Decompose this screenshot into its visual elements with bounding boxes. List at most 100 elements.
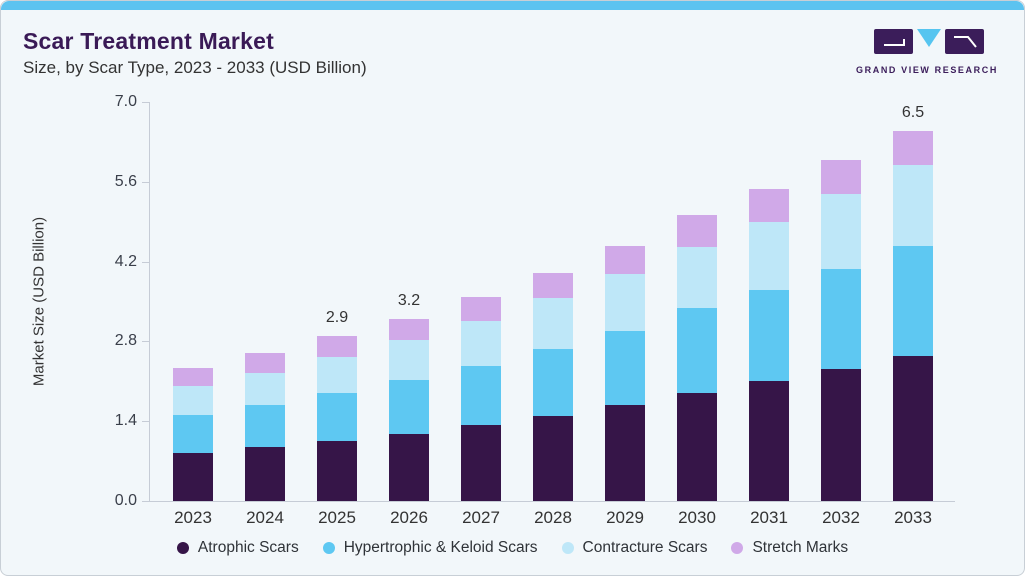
x-tick-label-2032: 2032 (822, 508, 860, 527)
segment-2031-contracture-scars (749, 221, 789, 291)
y-tick-mark-7.0 (142, 102, 149, 103)
segment-2028-contracture-scars (533, 298, 573, 350)
segment-2027-contracture-scars (461, 320, 501, 367)
y-tick-mark-0.0 (142, 501, 149, 502)
segment-2032-stretch-marks (821, 159, 861, 195)
x-axis-line (149, 501, 955, 502)
bar-2025 (317, 335, 357, 501)
segment-2026-stretch-marks (389, 318, 429, 341)
segment-2023-hypertrophic-keloid-scars (173, 414, 213, 453)
segment-2024-stretch-marks (245, 352, 285, 373)
y-tick-label-0.0: 0.0 (114, 492, 137, 509)
legend-dot-icon-contracture-scars (561, 542, 574, 554)
chart-legend: Atrophic Scars Hypertrophic & Keloid Scar… (1, 539, 1024, 557)
x-tick-label-2025: 2025 (318, 508, 356, 527)
y-tick-label-4.2: 4.2 (114, 252, 137, 270)
segment-2029-contracture-scars (605, 274, 645, 331)
total-label-2025: 2.9 (325, 308, 349, 326)
bar-2026 (389, 318, 429, 501)
legend-item-stretch-marks: Stretch Marks (731, 539, 848, 557)
bar-2027 (461, 296, 501, 501)
legend-dot-icon-atrophic-scars (176, 542, 189, 554)
bar-2033 (893, 130, 933, 501)
y-tick-mark-5.6 (142, 181, 149, 183)
x-tick-label-2023: 2023 (174, 508, 212, 527)
legend-label-hypertrophic-keloid-scars: Hypertrophic & Keloid Scars (343, 539, 538, 556)
segment-2033-atrophic-scars (893, 355, 933, 501)
segment-2029-stretch-marks (605, 246, 645, 275)
y-axis-title: Market Size (USD Billion) (30, 216, 48, 387)
segment-2023-atrophic-scars (173, 452, 213, 501)
segment-2033-contracture-scars (893, 165, 933, 246)
card-accent-bar (1, 1, 1024, 10)
bar-2030 (677, 214, 717, 501)
segment-2031-atrophic-scars (749, 381, 789, 501)
total-label-2026: 3.2 (397, 291, 421, 309)
bar-2028 (533, 273, 573, 501)
y-tick-label-2.8: 2.8 (114, 332, 137, 350)
brand-name: GRAND VIEW RESEARCH (856, 65, 998, 75)
legend-dot-icon-stretch-marks (731, 542, 744, 554)
segment-2029-hypertrophic-keloid-scars (605, 330, 645, 405)
y-tick-label-5.6: 5.6 (114, 172, 137, 190)
segment-2033-hypertrophic-keloid-scars (893, 245, 933, 356)
y-axis-line (149, 102, 150, 501)
legend-label-contracture-scars: Contracture Scars (582, 539, 708, 556)
segment-2026-contracture-scars (389, 340, 429, 380)
y-tick-label-7.0: 7.0 (114, 93, 137, 110)
segment-2031-hypertrophic-keloid-scars (749, 290, 789, 382)
legend-item-atrophic-scars: Atrophic Scars (176, 539, 299, 557)
x-tick-label-2029: 2029 (606, 508, 644, 527)
page-title: Scar Treatment Market (23, 28, 274, 54)
segment-2024-hypertrophic-keloid-scars (245, 404, 285, 448)
segment-2032-contracture-scars (821, 194, 861, 269)
x-tick-label-2033: 2033 (894, 508, 932, 527)
y-tick-mark-1.4 (142, 421, 149, 423)
segment-2031-stretch-marks (749, 189, 789, 222)
x-tick-label-2028: 2028 (534, 508, 572, 527)
bar-2023 (173, 367, 213, 501)
segment-2030-atrophic-scars (677, 392, 717, 501)
legend-label-stretch-marks: Stretch Marks (752, 539, 849, 556)
segment-2025-stretch-marks (317, 335, 357, 357)
x-tick-label-2027: 2027 (462, 508, 500, 527)
segment-2028-hypertrophic-keloid-scars (533, 349, 573, 416)
bar-2031 (749, 189, 789, 501)
bar-2024 (245, 352, 285, 501)
segment-2030-stretch-marks (677, 214, 717, 248)
segment-2027-hypertrophic-keloid-scars (461, 366, 501, 426)
segment-2030-contracture-scars (677, 247, 717, 308)
segment-2023-stretch-marks (173, 367, 213, 386)
y-tick-mark-2.8 (142, 341, 149, 343)
segment-2029-atrophic-scars (605, 404, 645, 501)
segment-2025-hypertrophic-keloid-scars (317, 393, 357, 442)
brand-logo: GRAND VIEW RESEARCH (856, 28, 998, 75)
segment-2026-hypertrophic-keloid-scars (389, 379, 429, 434)
segment-2025-contracture-scars (317, 356, 357, 394)
segment-2028-atrophic-scars (533, 415, 573, 501)
y-tick-mark-4.2 (142, 261, 149, 263)
bar-2029 (605, 246, 645, 501)
total-label-2033: 6.5 (901, 103, 925, 121)
segment-2032-atrophic-scars (821, 369, 861, 501)
x-tick-label-2024: 2024 (246, 508, 284, 527)
segment-2026-atrophic-scars (389, 433, 429, 501)
segment-2027-atrophic-scars (461, 425, 501, 501)
y-tick-label-1.4: 1.4 (114, 412, 137, 430)
segment-2028-stretch-marks (533, 273, 573, 299)
x-tick-label-2026: 2026 (390, 508, 428, 527)
segment-2024-contracture-scars (245, 372, 285, 405)
page-subtitle: Size, by Scar Type, 2023 - 2033 (USD Bil… (23, 58, 367, 77)
segment-2030-hypertrophic-keloid-scars (677, 307, 717, 393)
legend-dot-icon-hypertrophic-keloid-scars (322, 542, 335, 554)
legend-item-hypertrophic-keloid-scars: Hypertrophic & Keloid Scars (322, 539, 538, 557)
segment-2025-atrophic-scars (317, 441, 357, 501)
segment-2033-stretch-marks (893, 130, 933, 166)
segment-2032-hypertrophic-keloid-scars (821, 269, 861, 370)
legend-label-atrophic-scars: Atrophic Scars (197, 539, 299, 556)
segment-2023-contracture-scars (173, 385, 213, 415)
legend-item-contracture-scars: Contracture Scars (561, 539, 708, 557)
segment-2027-stretch-marks (461, 296, 501, 321)
segment-2024-atrophic-scars (245, 447, 285, 501)
